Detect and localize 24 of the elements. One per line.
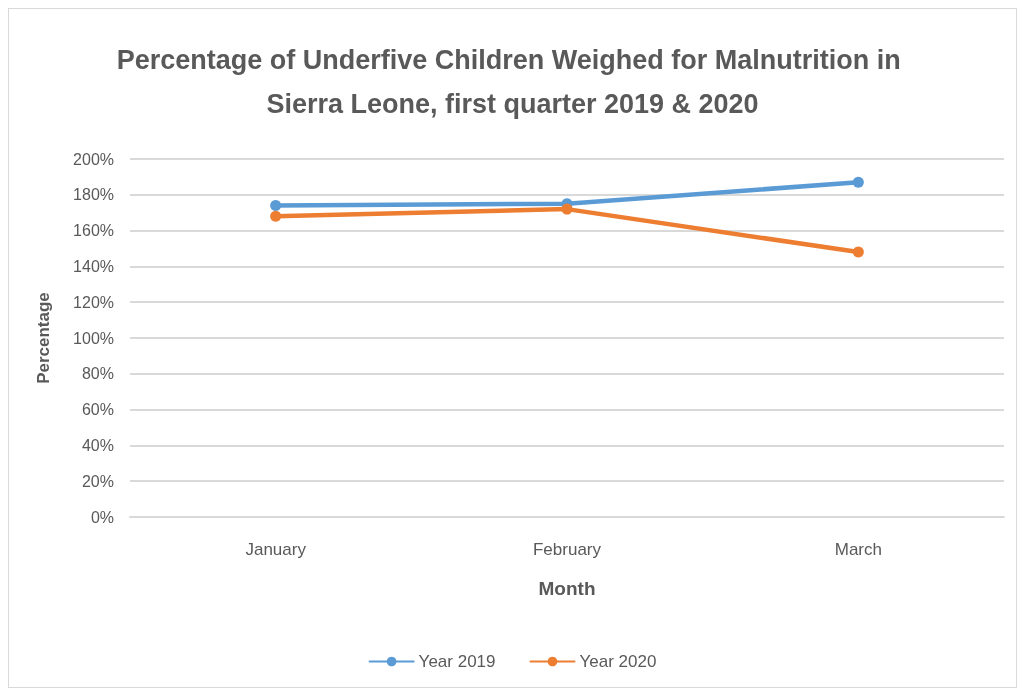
- point: [270, 210, 282, 222]
- x-tick-label: January: [245, 540, 307, 559]
- y-tick-label: 180%: [73, 186, 114, 204]
- legend-label: Year 2019: [418, 652, 496, 671]
- y-tick-label: 120%: [73, 293, 114, 311]
- y-tick-label: 140%: [73, 257, 114, 275]
- chart-title: Percentage of Underfive Children Weighed for Malnutrition in Sierra Leone, first quarter 2019 & 2020: [116, 45, 909, 119]
- point: [852, 246, 864, 258]
- y-tick-label: 160%: [73, 222, 114, 240]
- y-tick-label: 100%: [73, 329, 114, 347]
- point: [852, 176, 864, 188]
- point: [561, 203, 573, 215]
- y-tick-label: 60%: [81, 401, 114, 419]
- y-tick-label: 40%: [81, 436, 114, 454]
- y-tick-label: 80%: [81, 365, 114, 383]
- legend-label: Year 2020: [579, 652, 657, 671]
- y-tick-label: 200%: [73, 150, 114, 168]
- y-axis-title: Percentage: [34, 292, 53, 384]
- x-tick-label: March: [834, 540, 882, 559]
- y-tick-label: 0%: [90, 508, 114, 526]
- x-axis-title: Month: [538, 578, 596, 599]
- point: [270, 200, 282, 212]
- x-tick-label: February: [532, 540, 602, 559]
- y-tick-label: 20%: [81, 472, 114, 490]
